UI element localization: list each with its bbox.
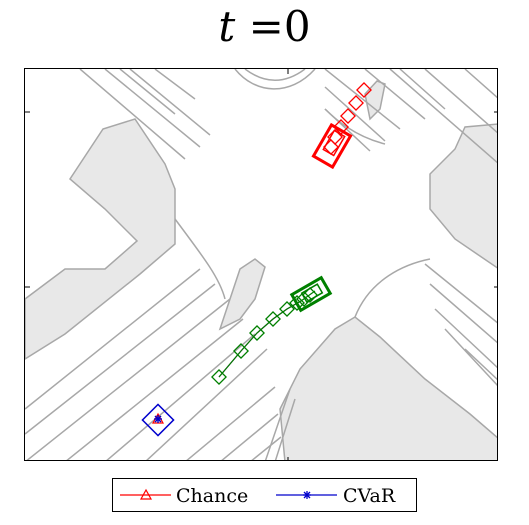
sidewalk-right: [429, 123, 497, 269]
legend-symbols: [120, 488, 337, 500]
ego-trajectory: [211, 275, 333, 385]
ego-marker: [211, 369, 227, 385]
map-svg: [25, 69, 497, 460]
chance-marker: [333, 119, 349, 135]
sidewalk-bottom: [279, 316, 497, 460]
legend-cvar-label: CVaR: [343, 485, 396, 507]
plot-area: [24, 68, 498, 461]
cvar-asterisk-marker: [154, 415, 162, 423]
axis-ticks: [25, 69, 497, 460]
ego-marker: [296, 291, 312, 307]
cvar-vehicle-box: [141, 403, 175, 437]
legend-cvar-symbol: [276, 491, 337, 499]
ego-marker: [265, 311, 281, 327]
map-lines: [25, 69, 497, 460]
median-island: [218, 258, 266, 331]
ego-vehicle-box: [289, 275, 333, 313]
plot-title: t =0: [0, 2, 529, 51]
ego-prediction-line: [218, 290, 316, 378]
legend: Chance CVaR: [112, 478, 417, 512]
ego-marker: [233, 343, 249, 359]
title-value: =0: [235, 2, 311, 51]
chance-marker: [356, 82, 372, 98]
chance-vehicle-box: [311, 122, 353, 170]
sidewalk-left: [25, 118, 176, 360]
legend-chance-symbol: [120, 488, 171, 500]
chance-marker: [348, 95, 364, 111]
ego-marker: [279, 301, 295, 317]
legend-chance-label: Chance: [176, 485, 249, 507]
cvar-agent: [141, 403, 175, 437]
chance-marker: [323, 139, 339, 155]
ego-vehicle-inner: [300, 283, 324, 303]
title-variable: t: [218, 2, 236, 51]
chance-marker: [340, 108, 356, 124]
map-regions: [25, 80, 497, 460]
chance-trajectory: [311, 82, 372, 170]
ego-marker: [249, 325, 265, 341]
